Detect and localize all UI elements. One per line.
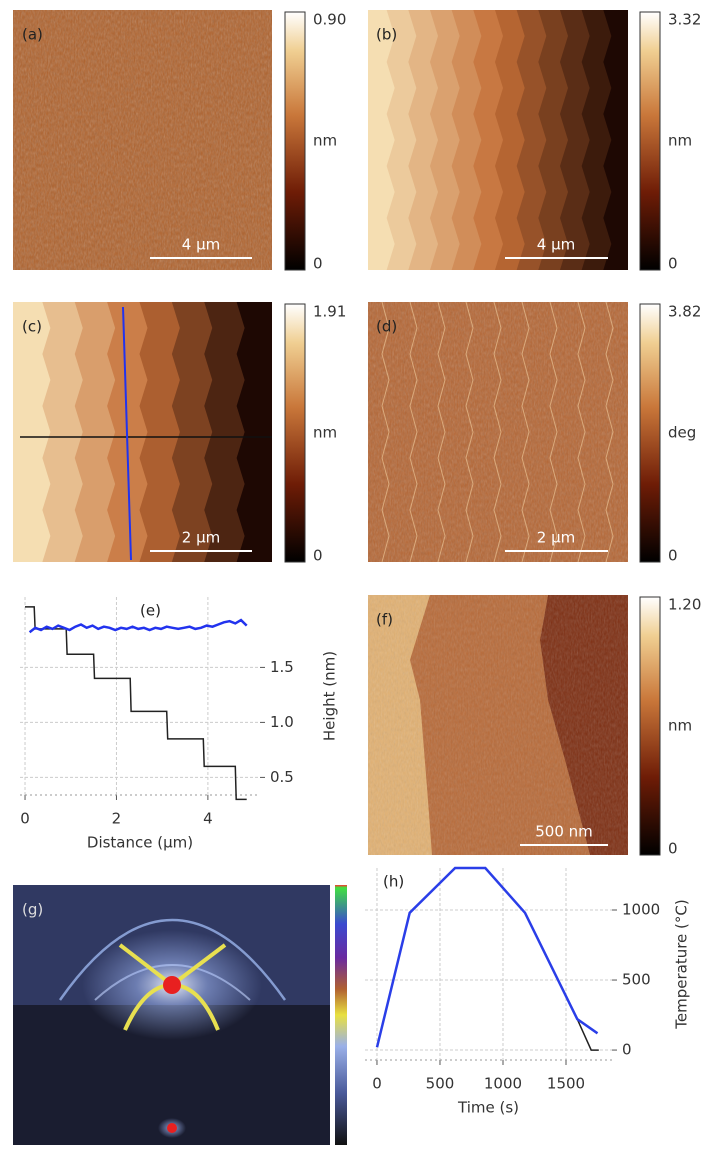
- step-edge: [521, 301, 530, 563]
- x-tick-label: 500: [426, 1075, 455, 1093]
- afm-image: [13, 302, 272, 562]
- colorbar-max: 1.20: [668, 596, 701, 614]
- panel-label: (h): [383, 873, 404, 891]
- colorbar-unit: nm: [313, 132, 337, 150]
- spot: [163, 976, 181, 994]
- colorbar-min: 0: [668, 547, 678, 565]
- spot: [167, 1123, 177, 1133]
- step-edges: [381, 301, 614, 563]
- panel-label: (a): [22, 26, 43, 44]
- afm-image: [368, 10, 628, 270]
- x-tick-label: 1000: [484, 1075, 522, 1093]
- series-line: [576, 1018, 599, 1051]
- x-tick-label: 0: [372, 1075, 382, 1093]
- y-tick-label: 1.0: [270, 713, 294, 731]
- panel-label: (c): [22, 318, 42, 336]
- panel-label: (f): [376, 611, 393, 629]
- scale-bar-label: 2 µm: [182, 529, 220, 547]
- colorbar-max: 3.32: [668, 11, 701, 29]
- series-line: [25, 606, 247, 801]
- x-axis-label: Time (s): [457, 1099, 519, 1117]
- texture: [368, 595, 628, 855]
- x-tick-label: 2: [112, 810, 122, 828]
- step-edge: [577, 301, 586, 563]
- step-edge: [381, 301, 390, 563]
- step-edge: [465, 301, 474, 563]
- x-tick-label: 0: [20, 810, 30, 828]
- y-tick-label: 0: [622, 1041, 632, 1059]
- colorbar-max: 0.90: [313, 11, 346, 29]
- charts: 0 2 4 0.5 1.0 1.5 Distance (µm) Height (nm) (e) 0…: [20, 597, 691, 1117]
- step-edge: [549, 301, 558, 563]
- colorbar-unit: nm: [313, 424, 337, 442]
- y-tick-label: 0.5: [270, 768, 294, 786]
- y-axis-label: Height (nm): [321, 651, 339, 741]
- colorbar-min: 0: [313, 255, 323, 273]
- y-tick-label: 1000: [622, 901, 660, 919]
- colorbar-unit: nm: [668, 717, 692, 735]
- x-axis-label: Distance (µm): [87, 834, 193, 852]
- colorbar-unit: nm: [668, 132, 692, 150]
- step-edge: [437, 301, 446, 563]
- series-line: [28, 618, 248, 634]
- step-edge: [493, 301, 502, 563]
- terrace: [603, 10, 628, 270]
- colorbar: [335, 885, 347, 1145]
- y-tick-label: 500: [622, 971, 651, 989]
- colorbar-unit: deg: [668, 424, 696, 442]
- colorbar-max: 1.91: [313, 303, 346, 321]
- x-tick-label: 1500: [547, 1075, 585, 1093]
- step-edge: [409, 301, 418, 563]
- panel-label: (d): [376, 318, 397, 336]
- panel-label: (g): [22, 901, 43, 919]
- colorbar-min: 0: [313, 547, 323, 565]
- texture: [13, 10, 272, 270]
- y-axis-label: Temperature (°C): [673, 899, 691, 1029]
- profile-line: [122, 306, 132, 561]
- y-tick-label: 1.5: [270, 658, 294, 676]
- panel-label: (b): [376, 26, 397, 44]
- step-edge: [605, 301, 614, 563]
- colorbar: [284, 11, 306, 271]
- scale-bar-label: 4 µm: [537, 236, 575, 254]
- colorbar: [639, 11, 661, 271]
- x-tick-label: 4: [203, 810, 213, 828]
- scale-bar-label: 4 µm: [182, 236, 220, 254]
- panel-label: (e): [140, 602, 161, 620]
- terrace: [236, 302, 272, 562]
- colorbar: [639, 303, 661, 563]
- scale-bar-label: 500 nm: [535, 823, 593, 841]
- colorbar: [284, 303, 306, 563]
- colorbar: [639, 596, 661, 856]
- colorbar-min: 0: [668, 255, 678, 273]
- scale-bar-label: 2 µm: [537, 529, 575, 547]
- series-line: [375, 866, 599, 1048]
- colorbar-min: 0: [668, 840, 678, 858]
- colorbar-max: 3.82: [668, 303, 701, 321]
